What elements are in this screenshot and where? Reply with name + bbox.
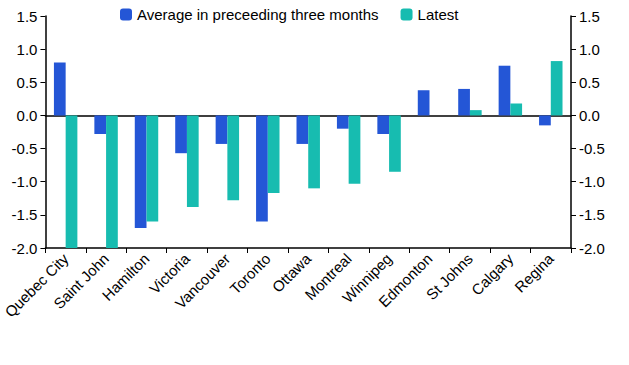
svg-text:Winnipeg: Winnipeg <box>338 250 396 307</box>
svg-text:-2.0: -2.0 <box>12 240 38 257</box>
svg-text:0.5: 0.5 <box>17 74 38 91</box>
svg-text:1.5: 1.5 <box>17 8 38 25</box>
svg-text:Average in preceeding three mo: Average in preceeding three months <box>137 6 379 23</box>
svg-text:-1.5: -1.5 <box>12 206 38 223</box>
svg-text:1.0: 1.0 <box>579 41 600 58</box>
svg-text:0.0: 0.0 <box>17 107 38 124</box>
svg-text:Ottawa: Ottawa <box>268 250 315 296</box>
svg-text:1.0: 1.0 <box>17 41 38 58</box>
svg-text:Vancouver: Vancouver <box>171 250 233 312</box>
svg-text:Hamilton: Hamilton <box>99 250 153 304</box>
svg-text:-0.5: -0.5 <box>579 140 605 157</box>
svg-text:-1.0: -1.0 <box>12 173 38 190</box>
svg-text:0.0: 0.0 <box>579 107 600 124</box>
svg-text:0.5: 0.5 <box>579 74 600 91</box>
svg-text:Montreal: Montreal <box>301 250 355 304</box>
svg-text:Regina: Regina <box>511 250 557 296</box>
svg-text:Edmonton: Edmonton <box>375 250 435 310</box>
svg-text:-0.5: -0.5 <box>12 140 38 157</box>
svg-text:1.5: 1.5 <box>579 8 600 25</box>
svg-text:Saint John: Saint John <box>50 250 112 312</box>
svg-text:-2.0: -2.0 <box>579 240 605 257</box>
svg-text:Quebec City: Quebec City <box>1 250 72 321</box>
svg-text:Latest: Latest <box>418 6 460 23</box>
svg-text:-1.5: -1.5 <box>579 206 605 223</box>
svg-text:-1.0: -1.0 <box>579 173 605 190</box>
svg-text:Calgary: Calgary <box>468 250 517 299</box>
svg-text:Victoria: Victoria <box>145 250 193 298</box>
svg-text:Toronto: Toronto <box>226 250 273 297</box>
svg-text:St Johns: St Johns <box>423 250 476 303</box>
